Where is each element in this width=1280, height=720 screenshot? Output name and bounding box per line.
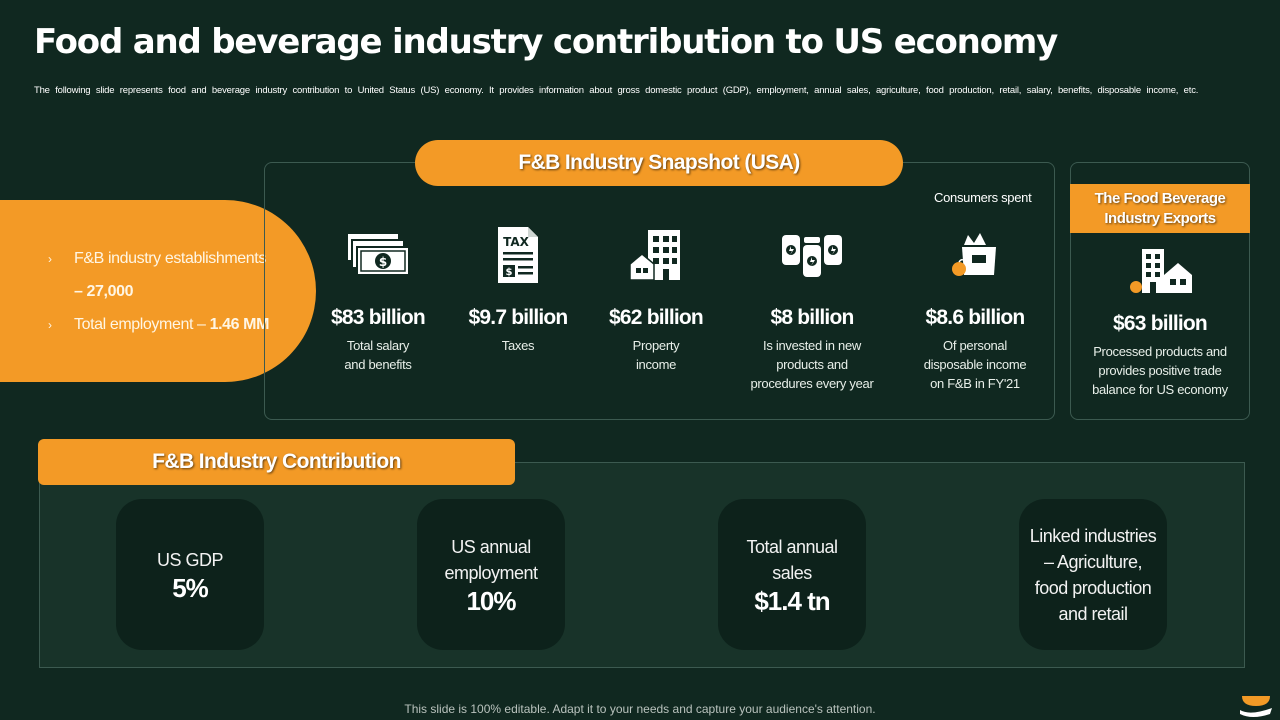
consumers-note: Consumers spent [934, 190, 1032, 205]
page-title: Food and beverage industry contribution … [34, 22, 1058, 62]
stat-desc: Property income [632, 338, 680, 372]
exports-panel [1070, 162, 1250, 420]
card-label: US GDP [156, 549, 224, 570]
card-label: Total annual [746, 536, 838, 557]
card-label: employment [444, 562, 538, 583]
money-stack-icon: $ [303, 222, 453, 288]
card-label: food production [1034, 577, 1152, 598]
brand-logo-icon [1236, 694, 1276, 720]
stat-salary: $ $83 billion Total salary and benefits [303, 222, 453, 374]
chevron-right-icon: › [48, 318, 52, 332]
summary-pill [0, 200, 316, 382]
summary-item-establishments-value: – 27,000 [74, 283, 133, 301]
svg-text:$: $ [379, 255, 387, 269]
page-subtitle: The following slide represents food and … [34, 85, 1199, 96]
card-label: Linked industries [1029, 525, 1157, 546]
stat-value: $63 billion [1113, 312, 1208, 335]
stat-investment: $8 billion Is invested in new products a… [737, 222, 887, 393]
stat-exports: $63 billion Processed products and provi… [1085, 240, 1235, 399]
summary-item-employment: › Total employment – 1.46 MM [48, 316, 269, 334]
contribution-card-sales: Total annual sales $1.4 tn [718, 499, 866, 650]
summary-item-label: Total employment – [74, 316, 210, 333]
summary-item-label: F&B industry establishments [74, 250, 266, 267]
stat-desc: Of personal disposable income on F&B in … [923, 338, 1027, 391]
stat-value: $8.6 billion [925, 306, 1026, 329]
svg-text:$: $ [506, 267, 513, 278]
contribution-header: F&B Industry Contribution [38, 439, 515, 485]
card-label: US annual [451, 536, 531, 557]
card-value: 5% [172, 572, 209, 603]
card-value: $1.4 tn [754, 585, 830, 616]
stat-desc: Is invested in new products and procedur… [750, 338, 874, 391]
stat-disposable-income: $8.6 billion Of personal disposable inco… [900, 222, 1050, 393]
card-label: and retail [1058, 603, 1128, 624]
card-label: – Agriculture, [1043, 551, 1143, 572]
snapshot-header: F&B Industry Snapshot (USA) [415, 140, 903, 186]
card-label: sales [772, 562, 812, 583]
exports-header: The Food Beverage Industry Exports [1070, 184, 1250, 233]
stat-value: $83 billion [331, 306, 426, 329]
tax-document-icon: TAX $ [443, 222, 593, 288]
buildings-icon [581, 222, 731, 288]
grocery-bag-icon [900, 222, 1050, 288]
stat-value: $8 billion [770, 306, 854, 329]
summary-item-value: – 27,000 [74, 283, 134, 300]
stat-value: $9.7 billion [468, 306, 569, 329]
export-buildings-icon [1085, 240, 1235, 300]
card-value: 10% [466, 585, 516, 616]
summary-item-value: 1.46 MM [209, 316, 270, 333]
footer-note: This slide is 100% editable. Adapt it to… [404, 702, 876, 716]
svg-text:TAX: TAX [503, 235, 530, 249]
summary-item-establishments: › F&B industry establishments [48, 250, 266, 268]
chevron-right-icon: › [48, 252, 52, 266]
contribution-card-employment: US annual employment 10% [417, 499, 565, 650]
stat-property: $62 billion Property income [581, 222, 731, 374]
contribution-card-gdp: US GDP 5% [116, 499, 264, 650]
stat-desc: Total salary and benefits [344, 338, 412, 372]
cans-icon [737, 222, 887, 288]
stat-desc: Processed products and provides positive… [1092, 344, 1228, 397]
contribution-card-linked-industries: Linked industries – Agriculture, food pr… [1019, 499, 1167, 650]
stat-desc: Taxes [501, 338, 535, 353]
stat-value: $62 billion [609, 306, 704, 329]
stat-taxes: TAX $ $9.7 billion Taxes [443, 222, 593, 355]
